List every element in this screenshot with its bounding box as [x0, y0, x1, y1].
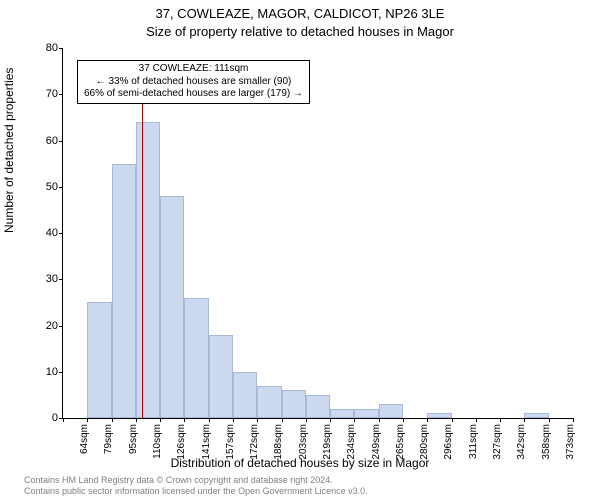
footer-line2: Contains public sector information licen…	[24, 486, 368, 496]
x-tick-mark	[87, 418, 88, 422]
histogram-bar	[306, 395, 330, 418]
histogram-bar	[257, 386, 281, 418]
x-tick-label: 172sqm	[249, 424, 260, 460]
x-tick-label: 219sqm	[322, 424, 333, 460]
x-tick-label: 358sqm	[541, 424, 552, 460]
histogram-bar	[136, 122, 160, 418]
x-tick-mark	[282, 418, 283, 422]
property-marker-line	[142, 74, 143, 418]
y-tick-mark	[59, 48, 63, 49]
x-tick-label: 126sqm	[176, 424, 187, 460]
y-tick-mark	[59, 372, 63, 373]
histogram-bar	[354, 409, 378, 418]
x-tick-label: 64sqm	[79, 424, 90, 460]
x-tick-label: 265sqm	[395, 424, 406, 460]
chart-subtitle: Size of property relative to detached ho…	[0, 24, 600, 39]
annotation-line3: 66% of semi-detached houses are larger (…	[84, 88, 303, 101]
x-tick-label: 234sqm	[346, 424, 357, 460]
x-tick-mark	[160, 418, 161, 422]
annotation-line1: 37 COWLEAZE: 111sqm	[84, 63, 303, 76]
x-tick-label: 249sqm	[371, 424, 382, 460]
y-tick-mark	[59, 279, 63, 280]
x-tick-mark	[427, 418, 428, 422]
histogram-bar	[379, 404, 403, 418]
histogram-bar	[209, 335, 233, 418]
annotation-line2: ← 33% of detached houses are smaller (90…	[84, 76, 303, 89]
x-tick-mark	[306, 418, 307, 422]
x-tick-label: 373sqm	[565, 424, 576, 460]
x-tick-label: 342sqm	[516, 424, 527, 460]
histogram-bar	[160, 196, 184, 418]
chart-title: 37, COWLEAZE, MAGOR, CALDICOT, NP26 3LE	[0, 6, 600, 21]
y-tick-mark	[59, 233, 63, 234]
y-tick-mark	[59, 94, 63, 95]
x-tick-mark	[63, 418, 64, 422]
y-tick-mark	[59, 141, 63, 142]
x-tick-label: 311sqm	[468, 424, 479, 460]
x-tick-mark	[524, 418, 525, 422]
x-tick-mark	[452, 418, 453, 422]
x-tick-label: 95sqm	[128, 424, 139, 460]
x-tick-mark	[379, 418, 380, 422]
plot-area: 0102030405060708064sqm79sqm95sqm110sqm12…	[62, 48, 573, 419]
x-tick-mark	[184, 418, 185, 422]
y-tick-label: 0	[33, 412, 58, 424]
histogram-bar	[87, 302, 111, 418]
histogram-bar	[233, 372, 257, 418]
x-tick-label: 296sqm	[443, 424, 454, 460]
footer-line1: Contains HM Land Registry data © Crown c…	[24, 475, 368, 485]
histogram-bar	[282, 390, 306, 418]
x-tick-mark	[354, 418, 355, 422]
x-tick-label: 79sqm	[103, 424, 114, 460]
y-tick-label: 60	[33, 135, 58, 147]
x-tick-mark	[233, 418, 234, 422]
y-tick-label: 80	[33, 42, 58, 54]
x-tick-mark	[500, 418, 501, 422]
x-tick-label: 188sqm	[273, 424, 284, 460]
x-tick-label: 203sqm	[298, 424, 309, 460]
y-tick-label: 40	[33, 227, 58, 239]
y-tick-label: 50	[33, 181, 58, 193]
x-tick-mark	[476, 418, 477, 422]
x-tick-label: 157sqm	[225, 424, 236, 460]
x-tick-mark	[330, 418, 331, 422]
y-tick-label: 10	[33, 366, 58, 378]
histogram-chart: 37, COWLEAZE, MAGOR, CALDICOT, NP26 3LE …	[0, 0, 600, 500]
y-tick-label: 70	[33, 88, 58, 100]
histogram-bar	[184, 298, 208, 418]
histogram-bar	[330, 409, 354, 418]
x-tick-label: 280sqm	[419, 424, 430, 460]
x-tick-mark	[112, 418, 113, 422]
x-tick-mark	[573, 418, 574, 422]
y-tick-mark	[59, 187, 63, 188]
x-tick-mark	[549, 418, 550, 422]
y-tick-mark	[59, 326, 63, 327]
x-tick-label: 327sqm	[492, 424, 503, 460]
x-axis-label: Distribution of detached houses by size …	[0, 456, 600, 470]
x-tick-mark	[209, 418, 210, 422]
histogram-bar	[112, 164, 136, 418]
y-tick-label: 30	[33, 273, 58, 285]
footer-attribution: Contains HM Land Registry data © Crown c…	[24, 475, 368, 496]
y-tick-label: 20	[33, 320, 58, 332]
annotation-box: 37 COWLEAZE: 111sqm ← 33% of detached ho…	[77, 60, 310, 104]
histogram-bar	[427, 413, 451, 418]
x-tick-mark	[403, 418, 404, 422]
y-axis-label: Number of detached properties	[2, 68, 16, 233]
x-tick-mark	[257, 418, 258, 422]
histogram-bar	[524, 413, 548, 418]
x-tick-mark	[136, 418, 137, 422]
x-tick-label: 110sqm	[152, 424, 163, 460]
x-tick-label: 141sqm	[201, 424, 212, 460]
